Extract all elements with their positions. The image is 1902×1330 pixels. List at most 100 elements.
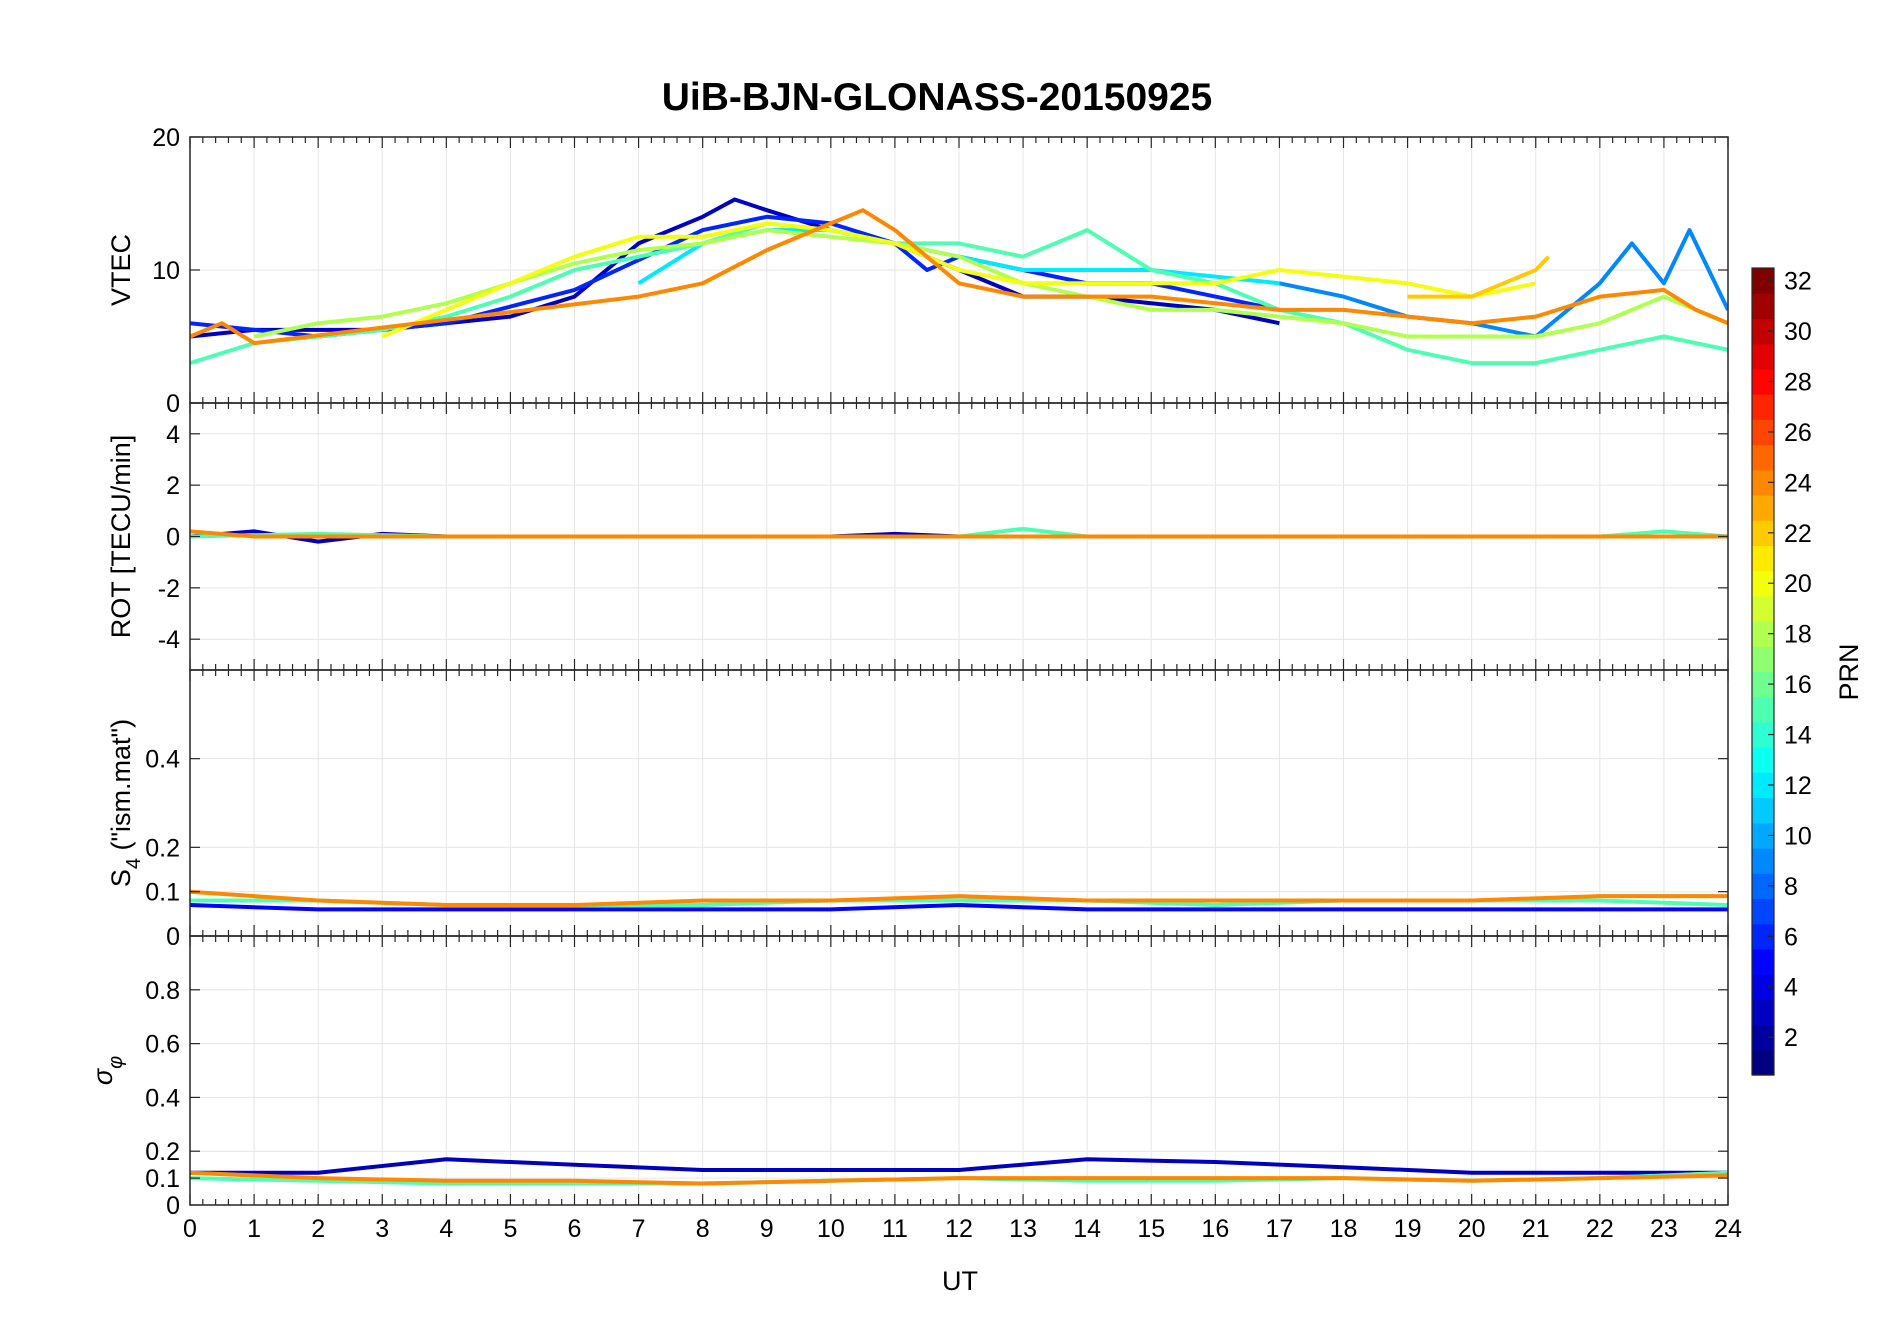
y-axis-label: S4 ("ism.mat") [106,719,145,887]
series-group [190,889,1728,912]
x-axis: 0 1 2 3 4 5 6 7 8 9 10 11 12 13 14 15 16 17 18 19 20 21 22 23 24 [183,1215,1742,1243]
series-line-prn-20 [381,221,1537,339]
colorbar-swatch [1752,873,1774,900]
series-line-prn-3 [190,1157,1728,1175]
colorbar-swatch [1752,520,1774,547]
colorbar-tick-label: 20 [1784,570,1812,598]
colorbar-swatch [1752,848,1774,874]
colorbar-tick-label: 4 [1784,974,1798,1002]
colorbar-tick-label: 6 [1784,923,1798,951]
series-line-prn-5 [190,903,1728,912]
colorbar-swatch [1752,368,1774,395]
x-tick-label: 2 [311,1215,325,1243]
series-line-prn-24 [190,1170,1728,1186]
colorbar-swatch [1752,268,1774,294]
y-tick-label: 0.2 [145,1138,180,1166]
x-tick-label: 8 [696,1215,710,1243]
y-tick-label: 0.4 [145,1084,180,1112]
series-group [190,1157,1728,1186]
panel-sigma: 00.10.2 0.4 0.6 0.8 σφ [88,935,1729,1220]
x-tick-label: 18 [1330,1215,1358,1243]
y-tick-label: 0.8 [145,977,180,1005]
panel-rot: -4 -2 0 2 4 ROT [TECU/min] [106,402,1729,671]
y-tick-label: 0.6 [145,1031,180,1059]
colorbar-swatch [1752,721,1774,748]
x-tick-label: 5 [503,1215,517,1243]
colorbar-tick-label: 14 [1784,722,1812,750]
panel-vtec: 0 10 20 VTEC [106,124,1729,418]
x-axis-label: UT [942,1266,978,1296]
colorbar-swatch [1752,293,1774,320]
colorbar-tick-label: 10 [1784,822,1812,850]
colorbar-swatch [1752,444,1774,471]
colorbar-swatch [1752,797,1774,824]
y-tick-label: 2 [166,472,180,500]
series-line-prn-9 [1278,228,1728,339]
colorbar-swatch [1752,898,1774,925]
colorbar-swatch [1752,923,1774,950]
x-tick-label: 11 [882,1215,908,1243]
y-axis-label: VTEC [106,234,136,306]
series-line-prn-22 [1407,255,1551,299]
x-tick-label: 9 [760,1215,774,1243]
chart-title: UiB-BJN-GLONASS-20150925 [662,76,1213,119]
panel-s4: 0 0.1 0.2 0.4S4 ("ism.mat") [106,669,1729,951]
y-tick-label: 20 [152,124,180,152]
x-tick-label: 0 [183,1215,197,1243]
colorbar-swatch [1752,671,1774,698]
colorbar-swatch [1752,1024,1774,1051]
colorbar-swatch [1752,747,1774,773]
colorbar-swatch [1752,974,1774,1000]
colorbar-swatch [1752,570,1774,597]
colorbar-swatch [1752,696,1774,723]
colorbar-tick-label: 24 [1784,469,1812,497]
x-tick-label: 21 [1522,1215,1550,1243]
x-tick-label: 14 [1073,1215,1101,1243]
colorbar-tick-label: 30 [1784,318,1812,346]
y-tick-label: 0 [166,524,180,552]
colorbar-swatch [1752,343,1774,370]
x-tick-label: 7 [632,1215,646,1243]
colorbar-swatch [1752,469,1774,496]
colorbar-tick-label: 22 [1784,520,1812,548]
y-axis-label: ROT [TECU/min] [106,435,136,639]
colorbar-tick-label: 12 [1784,772,1812,800]
series-line-prn-24 [190,529,1728,539]
colorbar-label: PRN [1834,643,1864,700]
colorbar-tick-label: 26 [1784,419,1812,447]
colorbar-swatch [1752,1049,1774,1076]
x-tick-label: 23 [1650,1215,1678,1243]
y-tick-label: 0.1 [145,1165,180,1193]
series-group [190,197,1728,366]
series-group [190,526,1728,544]
colorbar-tick-label: 18 [1784,621,1812,649]
y-tick-label: 4 [166,421,180,449]
x-tick-label: 20 [1458,1215,1486,1243]
x-tick-label: 17 [1266,1215,1294,1243]
colorbar-frame [1751,267,1775,1076]
series-line-prn-24 [190,208,1728,346]
x-tick-label: 12 [945,1215,973,1243]
x-tick-label: 16 [1201,1215,1229,1243]
y-tick-label: 0.1 [145,879,180,907]
colorbar-tick-label: 8 [1784,873,1798,901]
x-tick-label: 6 [568,1215,582,1243]
colorbar-swatch [1752,318,1774,345]
colorbar-swatch [1752,595,1774,622]
x-tick-label: 15 [1137,1215,1165,1243]
x-tick-label: 13 [1009,1215,1037,1243]
colorbar-tick-label: 28 [1784,368,1812,396]
colorbar-swatch [1752,494,1774,521]
x-tick-label: 3 [375,1215,389,1243]
colorbar-swatch [1752,999,1774,1026]
colorbar-tick-label: 2 [1784,1024,1798,1052]
x-tick-label: 4 [439,1215,453,1243]
x-tick-label: 19 [1394,1215,1422,1243]
series-line-prn-24 [190,889,1728,907]
y-tick-label: 0 [166,390,180,418]
colorbar-swatch [1752,646,1774,673]
colorbar-swatch [1752,621,1774,647]
